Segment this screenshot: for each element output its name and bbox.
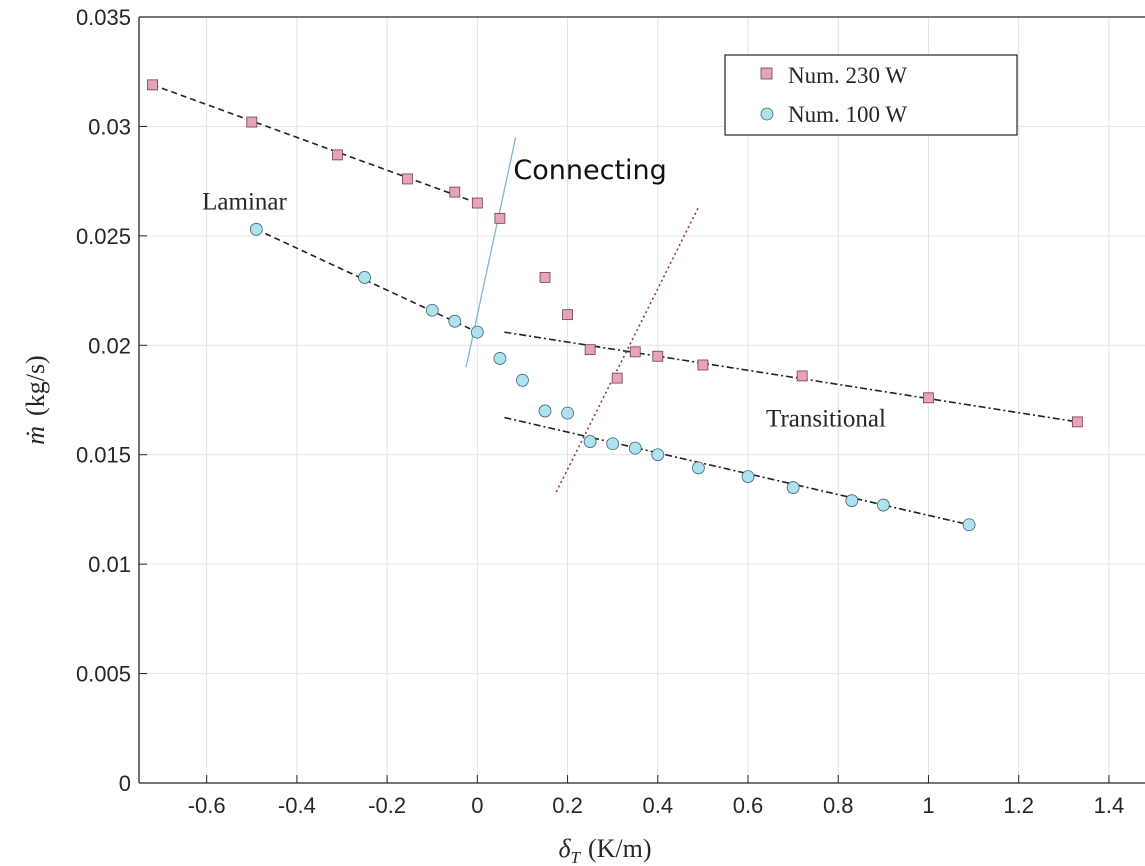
x-tick-label: -0.2 — [368, 793, 406, 818]
x-tick-label: 0.4 — [642, 793, 673, 818]
axes — [138, 16, 1145, 784]
data-point-100w — [448, 314, 462, 328]
annotation-connecting: Connecting — [513, 155, 666, 186]
legend-box — [724, 54, 1018, 136]
legend-marker-square — [760, 67, 773, 80]
x-tick-label: 1.2 — [1003, 793, 1034, 818]
data-point-100w — [876, 498, 890, 512]
x-tick-label: 1.4 — [1094, 793, 1125, 818]
y-axis-label: ṁ (kg/s) — [21, 355, 50, 444]
data-point-230w — [611, 372, 623, 384]
data-point-100w — [741, 470, 755, 484]
data-point-100w — [470, 325, 484, 339]
legend-marker-circle — [760, 107, 774, 121]
data-point-100w — [493, 352, 507, 365]
data-point-100w — [845, 494, 859, 508]
data-point-100w — [691, 461, 705, 475]
legend-label-230w: Num. 230 W — [788, 63, 907, 88]
x-tick-label: 0.2 — [552, 793, 583, 818]
data-point-100w — [583, 435, 597, 448]
x-tick-label: 1 — [922, 793, 934, 818]
data-point-100w — [651, 448, 665, 462]
x-axis-label-units: (K/m) — [588, 834, 652, 863]
data-point-100w — [425, 303, 439, 317]
data-point-100w — [538, 404, 552, 418]
x-tick-label: 0 — [471, 793, 483, 818]
y-tick-label: 0 — [119, 771, 131, 796]
x-tick-label: -0.4 — [278, 793, 316, 818]
y-tick-label: 0.03 — [88, 114, 131, 139]
annotations: Laminar Connecting Transitional — [202, 155, 886, 432]
data-point-230w — [1071, 416, 1083, 428]
y-tick-label: 0.02 — [88, 333, 131, 358]
data-points — [147, 79, 1083, 532]
fit-line-dashdot — [504, 331, 1078, 423]
data-point-230w — [796, 370, 808, 382]
data-point-100w — [606, 437, 620, 451]
data-point-230w — [652, 350, 664, 362]
tick-labels: -0.6 -0.4 -0.2 0 0.2 0.4 0.6 0.8 1 1.2 1.4 0 0.005 0.… — [76, 5, 1124, 818]
data-point-230w — [584, 344, 596, 356]
data-point-230w — [923, 392, 934, 404]
x-axis-label-sub: T — [571, 848, 582, 866]
data-point-230w — [494, 212, 506, 224]
data-point-230w — [449, 186, 461, 198]
data-point-100w — [786, 481, 800, 494]
x-tick-label: -0.6 — [188, 793, 226, 818]
fit-line-dotted — [555, 207, 700, 493]
x-tick-label: 0.6 — [733, 793, 764, 818]
data-point-230w — [332, 149, 343, 161]
legend: Num. 230 W Num. 100 W — [724, 54, 1018, 136]
fit-line-dashed — [152, 84, 478, 204]
data-point-230w — [402, 173, 413, 185]
data-point-230w — [697, 359, 709, 371]
data-point-100w — [516, 373, 529, 387]
x-tick-label: 0.8 — [823, 793, 854, 818]
legend-label-100w: Num. 100 W — [788, 102, 907, 127]
data-point-100w — [561, 406, 574, 420]
data-point-100w — [358, 271, 371, 284]
y-tick-label: 0.005 — [76, 662, 131, 687]
y-axis-label-main: ṁ — [21, 426, 50, 445]
data-point-230w — [629, 346, 641, 358]
y-tick-label: 0.035 — [76, 5, 131, 30]
y-axis-label-units: (kg/s) — [21, 355, 50, 416]
data-point-230w — [471, 197, 483, 209]
x-axis-label: δT (K/m) — [558, 834, 651, 866]
data-point-230w — [562, 309, 573, 321]
data-point-100w — [962, 518, 976, 532]
y-tick-label: 0.01 — [88, 552, 131, 577]
data-point-230w — [147, 79, 158, 91]
fit-line-dashdot — [504, 416, 970, 526]
data-point-100w — [249, 222, 263, 236]
data-point-100w — [628, 441, 642, 455]
y-tick-label: 0.025 — [76, 224, 131, 249]
annotation-laminar: Laminar — [202, 189, 287, 216]
y-tick-label: 0.015 — [76, 443, 131, 468]
x-axis-label-main: δ — [558, 834, 571, 863]
data-point-230w — [246, 116, 258, 128]
annotation-transitional: Transitional — [766, 405, 886, 432]
data-point-230w — [539, 272, 551, 283]
